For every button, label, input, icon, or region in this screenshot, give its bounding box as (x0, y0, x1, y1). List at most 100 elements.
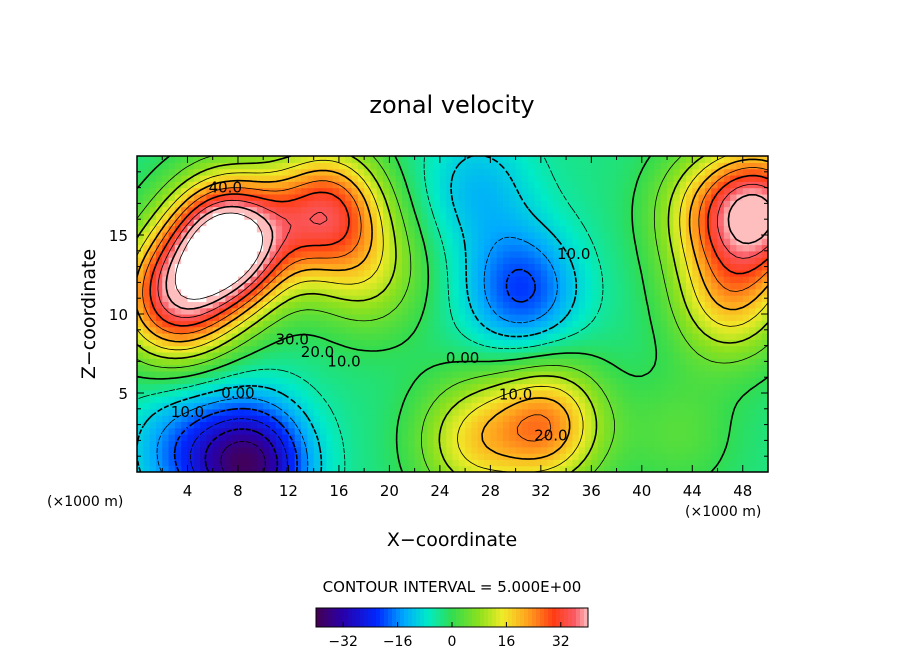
heatmap-cell (351, 238, 359, 246)
heatmap-cell (263, 415, 271, 423)
heatmap-cell (685, 181, 693, 189)
heatmap-cell (357, 295, 365, 302)
heatmap-cell (667, 156, 674, 163)
heatmap-cell (521, 219, 529, 227)
heatmap-cell (187, 402, 195, 410)
heatmap-cell (187, 162, 195, 170)
heatmap-cell (231, 219, 239, 227)
heatmap-cell (723, 193, 731, 201)
heatmap-cell (351, 421, 359, 429)
heatmap-cell (717, 389, 725, 397)
heatmap-cell (370, 200, 378, 208)
heatmap-cell (200, 326, 208, 334)
heatmap-cell (301, 206, 308, 214)
heatmap-cell (610, 231, 618, 239)
heatmap-cell (383, 263, 390, 271)
heatmap-cell (717, 446, 725, 454)
heatmap-cell (547, 156, 555, 163)
heatmap-cell (319, 263, 327, 271)
heatmap-cell (225, 282, 233, 290)
heatmap-cell (572, 162, 580, 170)
heatmap-cell (534, 162, 542, 170)
heatmap-cell (376, 219, 384, 227)
heatmap-cell (667, 212, 674, 220)
heatmap-cell (137, 250, 144, 258)
heatmap-cell (294, 200, 302, 208)
heatmap-cell (256, 421, 264, 429)
heatmap-cell (376, 282, 384, 290)
heatmap-cell (622, 427, 630, 435)
heatmap-cell (338, 276, 346, 283)
heatmap-cell (383, 332, 390, 340)
heatmap-cell (162, 446, 170, 454)
heatmap-cell (231, 168, 239, 176)
heatmap-cell (692, 307, 700, 315)
heatmap-cell (383, 434, 390, 441)
heatmap-cell (168, 162, 176, 170)
heatmap-cell (610, 307, 618, 315)
heatmap-cell (319, 295, 327, 302)
heatmap-cell (641, 358, 649, 366)
heatmap-cell (294, 389, 302, 397)
heatmap-cell (515, 364, 523, 372)
heatmap-cell (673, 168, 681, 176)
heatmap-cell (559, 181, 567, 189)
heatmap-cell (137, 219, 144, 227)
heatmap-cell (685, 238, 693, 246)
heatmap-cell (698, 402, 706, 410)
heatmap-cell (578, 282, 586, 290)
heatmap-cell (225, 257, 233, 265)
heatmap-cell (364, 332, 372, 340)
heatmap-cell (515, 187, 523, 195)
heatmap-cell (244, 301, 252, 309)
heatmap-cell (509, 250, 517, 258)
heatmap-cell (149, 440, 157, 448)
heatmap-cell (137, 206, 144, 214)
heatmap-cell (332, 156, 340, 163)
heatmap-cell (200, 238, 208, 246)
heatmap-cell (458, 459, 466, 467)
heatmap-cell (282, 389, 290, 397)
heatmap-cell (667, 326, 674, 334)
heatmap-cell (357, 288, 365, 296)
heatmap-cell (761, 193, 768, 201)
heatmap-cell (332, 377, 340, 385)
heatmap-cell (263, 446, 271, 454)
heatmap-cell (528, 427, 536, 435)
heatmap-cell (502, 370, 510, 378)
heatmap-cell (692, 314, 700, 321)
heatmap-cell (376, 427, 384, 435)
heatmap-cell (465, 389, 473, 397)
heatmap-cell (490, 168, 498, 176)
heatmap-cell (496, 446, 504, 454)
heatmap-cell (319, 244, 327, 252)
heatmap-cell (622, 383, 630, 391)
heatmap-cell (534, 187, 542, 195)
heatmap-cell (711, 276, 719, 283)
heatmap-cell (250, 263, 258, 271)
heatmap-cell (635, 434, 643, 441)
heatmap-cell (629, 238, 637, 246)
heatmap-cell (446, 402, 454, 410)
heatmap-cell (143, 168, 151, 176)
heatmap-cell (187, 206, 195, 214)
heatmap-cell (345, 250, 353, 258)
heatmap-cell (149, 244, 157, 252)
heatmap-cell (149, 231, 157, 239)
heatmap-cell (269, 446, 277, 454)
heatmap-cell (351, 358, 359, 366)
heatmap-cell (357, 212, 365, 220)
heatmap-cell (155, 276, 163, 283)
heatmap-cell (547, 326, 555, 334)
heatmap-cell (704, 446, 712, 454)
heatmap-cell (616, 307, 624, 315)
heatmap-cell (547, 307, 555, 315)
heatmap-cell (326, 212, 334, 220)
heatmap-cell (364, 396, 372, 404)
heatmap-cell (206, 276, 214, 283)
heatmap-cell (755, 421, 763, 429)
heatmap-cell (219, 288, 226, 296)
heatmap-cell (711, 181, 719, 189)
heatmap-cell (578, 276, 586, 283)
heatmap-cell (383, 370, 390, 378)
